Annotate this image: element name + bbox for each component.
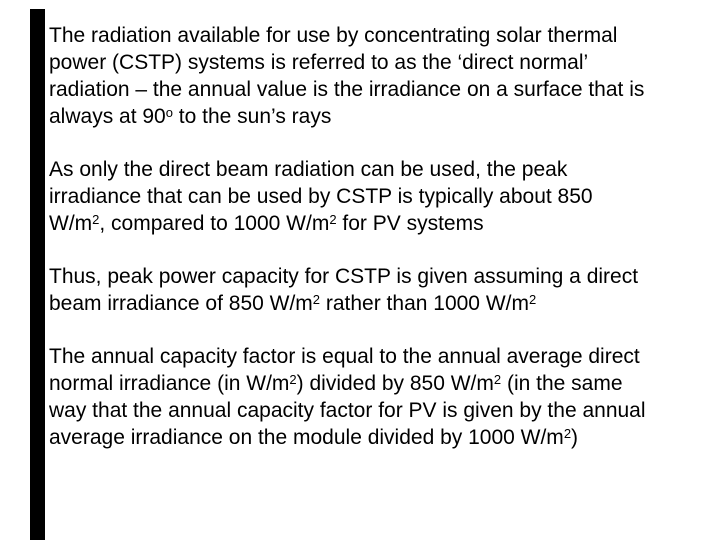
superscript-text: 2: [289, 372, 297, 387]
text-segment: The radiation available for use by conce…: [49, 24, 618, 47]
superscript-text: 2: [528, 292, 537, 307]
text-line: W/m2, compared to 1000 W/m2 for PV syste…: [49, 210, 709, 237]
text-segment: As only the direct beam radiation can be…: [49, 158, 568, 181]
text-segment: rather than 1000 W/m: [320, 292, 529, 315]
text-segment: Thus, peak power capacity for CSTP is gi…: [49, 265, 639, 288]
text-segment: to the sun’s rays: [172, 105, 332, 128]
text-line: The radiation available for use by conce…: [49, 22, 709, 49]
text-segment: always at 90: [49, 105, 166, 128]
text-segment: (in the same: [501, 372, 623, 395]
text-segment: way that the annual capacity factor for …: [49, 399, 646, 422]
superscript-text: 2: [312, 292, 321, 307]
text-segment: normal irradiance (in W/m: [49, 372, 290, 395]
superscript-text: 2: [493, 372, 502, 387]
text-segment: radiation – the annual value is the irra…: [49, 78, 645, 101]
text-line: beam irradiance of 850 W/m2 rather than …: [49, 290, 709, 317]
slide-body-text: The radiation available for use by conce…: [49, 22, 709, 451]
superscript-text: 2: [329, 212, 337, 227]
text-segment: average irradiance on the module divided…: [49, 426, 564, 449]
text-segment: W/m: [49, 212, 93, 235]
text-line: always at 90o to the sun’s rays: [49, 103, 709, 130]
text-segment: The annual capacity factor is equal to t…: [49, 345, 640, 368]
text-segment: beam irradiance of 850 W/m: [49, 292, 313, 315]
paragraph-2: As only the direct beam radiation can be…: [49, 156, 709, 237]
paragraph-4: The annual capacity factor is equal to t…: [49, 343, 709, 451]
text-line: The annual capacity factor is equal to t…: [49, 343, 709, 370]
text-line: As only the direct beam radiation can be…: [49, 156, 709, 183]
text-segment: irradiance that can be used by CSTP is t…: [49, 185, 593, 208]
text-segment: , compared to 1000 W/m: [99, 212, 330, 235]
paragraph-3: Thus, peak power capacity for CSTP is gi…: [49, 263, 709, 317]
paragraph-1: The radiation available for use by conce…: [49, 22, 709, 130]
text-line: radiation – the annual value is the irra…: [49, 76, 709, 103]
text-line: Thus, peak power capacity for CSTP is gi…: [49, 263, 709, 290]
text-segment: power (CSTP) systems is referred to as t…: [49, 51, 589, 74]
text-segment: ): [571, 426, 579, 449]
text-line: normal irradiance (in W/m2) divided by 8…: [49, 370, 709, 397]
text-line: average irradiance on the module divided…: [49, 424, 709, 451]
text-line: way that the annual capacity factor for …: [49, 397, 709, 424]
superscript-text: o: [165, 105, 173, 120]
left-edge-bar: [30, 9, 45, 540]
text-segment: ) divided by 850 W/m: [296, 372, 494, 395]
text-segment: for PV systems: [336, 212, 484, 235]
text-line: irradiance that can be used by CSTP is t…: [49, 183, 709, 210]
superscript-text: 2: [92, 212, 100, 227]
superscript-text: 2: [563, 426, 572, 441]
text-line: power (CSTP) systems is referred to as t…: [49, 49, 709, 76]
